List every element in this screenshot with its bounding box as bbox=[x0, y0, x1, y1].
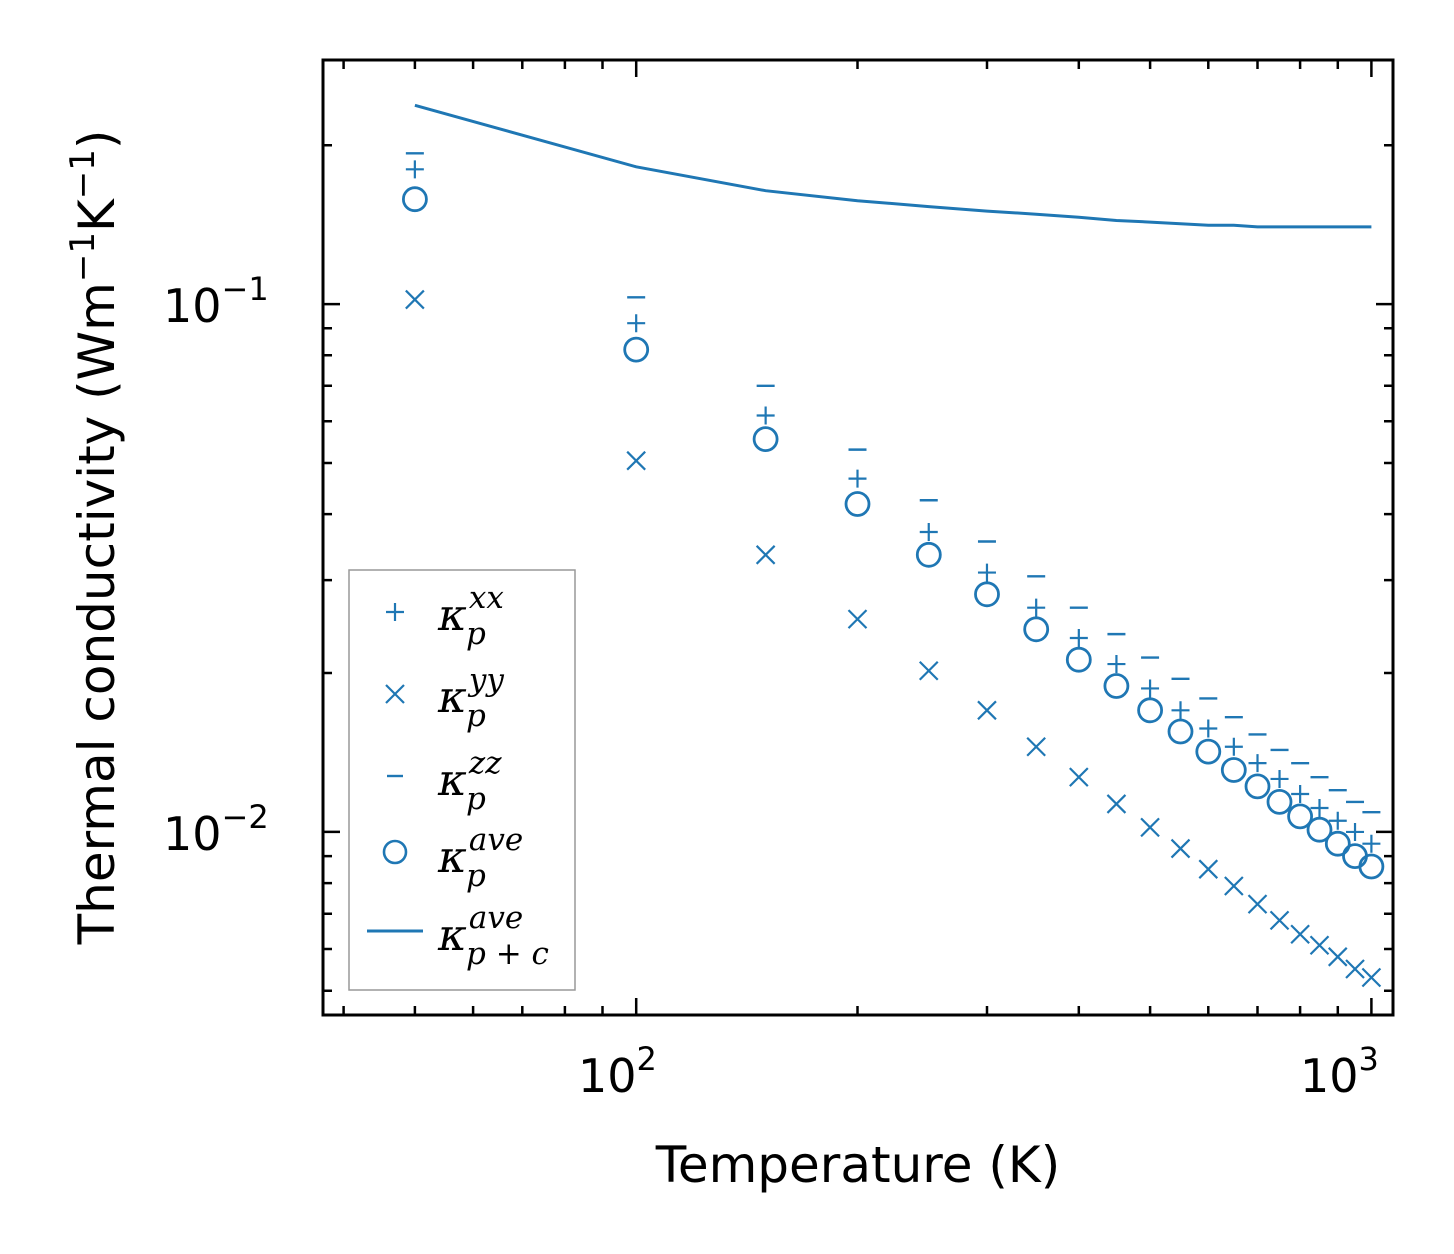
legend-item-kappa-p-xx: κxx p bbox=[386, 580, 504, 652]
legend-label-kappa-p-ave: κave p bbox=[437, 822, 523, 894]
data-point-x bbox=[1140, 817, 1160, 838]
data-point-circle bbox=[1195, 738, 1222, 765]
data-point-x bbox=[405, 289, 425, 310]
data-point-plus bbox=[1270, 769, 1289, 788]
legend: κxx p κyy p κzz p κave p κave p + c bbox=[348, 569, 576, 991]
data-point-circle bbox=[1103, 673, 1130, 699]
series-line bbox=[414, 103, 1372, 229]
data-point-plus bbox=[1310, 799, 1329, 818]
data-point-circle bbox=[1137, 697, 1163, 724]
legend-frame bbox=[348, 569, 576, 991]
data-point-x bbox=[1224, 876, 1244, 896]
data-point-plus bbox=[1248, 754, 1267, 773]
data-point-plus bbox=[405, 160, 424, 179]
legend-item-kappa-p-yy: κyy p bbox=[385, 662, 504, 734]
data-point-x bbox=[918, 660, 939, 681]
data-point-plus bbox=[1107, 655, 1126, 674]
data-point-x bbox=[977, 700, 997, 721]
data-point-circle bbox=[752, 426, 779, 453]
data-point-x bbox=[1198, 859, 1219, 879]
data-point-x bbox=[1361, 967, 1382, 988]
data-point-x bbox=[1247, 894, 1268, 914]
data-point-plus bbox=[1328, 811, 1347, 830]
x-tick-label-1000: 103 bbox=[1300, 1040, 1379, 1103]
legend-item-kappa-p-ave: κave p bbox=[382, 822, 523, 894]
data-point-plus bbox=[627, 314, 646, 333]
data-point-circle bbox=[1324, 830, 1351, 857]
data-point-x bbox=[847, 609, 868, 629]
series-kappa-p-ave bbox=[401, 186, 1385, 880]
legend-item-kappa-pc-ave: κave p + c bbox=[367, 900, 549, 972]
data-layer bbox=[401, 103, 1385, 988]
data-point-plus bbox=[1141, 679, 1160, 698]
data-point-circle bbox=[401, 186, 428, 213]
y-axis-title: Thermal conductivity (Wm−1K−1) bbox=[63, 130, 126, 946]
legend-label-kappa-p-yy: κyy p bbox=[437, 662, 504, 734]
data-point-x bbox=[626, 450, 646, 471]
data-point-plus bbox=[1069, 629, 1088, 648]
x-tick-label-100: 102 bbox=[578, 1040, 657, 1103]
data-point-circle bbox=[1023, 616, 1050, 643]
data-point-circle bbox=[974, 581, 1000, 608]
data-point-plus bbox=[756, 406, 775, 425]
data-point-circle bbox=[1244, 773, 1271, 800]
y-tick-label-0.01: 10−2 bbox=[163, 798, 269, 861]
plot-area-frame bbox=[321, 58, 1395, 1017]
data-point-plus bbox=[1362, 834, 1381, 853]
series-kappa-p-zz bbox=[405, 152, 1381, 814]
data-point-x bbox=[1269, 910, 1290, 931]
data-point-x bbox=[1327, 947, 1348, 967]
data-point-plus bbox=[919, 523, 938, 542]
legend-label-kappa-p-zz: κzz p bbox=[437, 745, 502, 817]
data-point-x bbox=[755, 545, 776, 565]
series-kappa-p-xx bbox=[405, 160, 1381, 853]
data-point-circle bbox=[844, 491, 871, 517]
data-point-plus bbox=[1346, 822, 1365, 841]
data-point-x bbox=[1069, 767, 1089, 787]
data-point-plus bbox=[1224, 737, 1243, 756]
legend-marker-plus bbox=[386, 603, 404, 621]
data-point-plus bbox=[1199, 719, 1218, 738]
data-point-circle bbox=[623, 336, 650, 363]
series-kappa-p+c-ave bbox=[414, 103, 1372, 229]
data-point-plus bbox=[1291, 785, 1310, 803]
data-point-circle bbox=[1167, 718, 1194, 745]
data-point-plus bbox=[1171, 701, 1190, 720]
series-kappa-p-yy bbox=[405, 289, 1382, 988]
data-point-circle bbox=[1266, 789, 1293, 815]
data-point-plus bbox=[977, 563, 996, 582]
y-tick-label-0.1: 10−1 bbox=[163, 270, 269, 333]
data-point-x bbox=[1170, 838, 1191, 859]
legend-label-kappa-p-xx: κxx p bbox=[437, 580, 504, 652]
x-axis-title: Temperature (K) bbox=[655, 1136, 1060, 1194]
data-point-circle bbox=[1342, 843, 1368, 869]
data-point-circle bbox=[1306, 816, 1333, 843]
legend-item-kappa-p-zz: κzz p bbox=[387, 745, 502, 817]
data-point-circle bbox=[1287, 803, 1313, 830]
data-point-circle bbox=[1358, 853, 1385, 880]
data-point-x bbox=[1106, 794, 1127, 814]
legend-label-kappa-pc-ave: κave p + c bbox=[437, 900, 549, 972]
data-point-circle bbox=[915, 541, 942, 568]
legend-marker-circle bbox=[382, 839, 408, 865]
data-point-x bbox=[1290, 924, 1310, 945]
data-point-plus bbox=[1027, 598, 1046, 617]
data-point-x bbox=[1026, 736, 1046, 757]
data-point-circle bbox=[1220, 757, 1247, 783]
data-point-plus bbox=[848, 469, 867, 488]
data-point-circle bbox=[1065, 646, 1092, 673]
data-point-x bbox=[1309, 935, 1330, 956]
legend-marker-x bbox=[385, 684, 405, 704]
data-point-x bbox=[1345, 959, 1365, 979]
